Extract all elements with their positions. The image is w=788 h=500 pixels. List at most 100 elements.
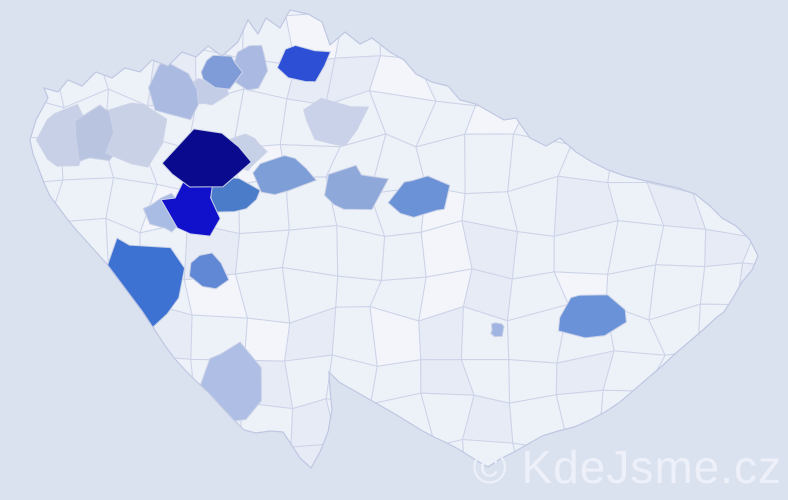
district-cell[interactable] bbox=[0, 482, 17, 500]
district-cell[interactable] bbox=[4, 437, 68, 483]
map-region-r08[interactable] bbox=[231, 44, 269, 91]
map-region-r07[interactable] bbox=[147, 59, 200, 121]
district-cell[interactable] bbox=[414, 17, 475, 67]
district-cell[interactable] bbox=[699, 262, 744, 306]
district-cell[interactable] bbox=[0, 93, 10, 138]
district-cell[interactable] bbox=[9, 477, 52, 500]
district-cell[interactable] bbox=[325, 398, 374, 453]
map-region-r15[interactable] bbox=[387, 175, 451, 218]
district-cell[interactable] bbox=[607, 143, 662, 184]
district-cell[interactable] bbox=[285, 0, 345, 17]
district-cell[interactable] bbox=[742, 0, 788, 23]
map-region-r05[interactable] bbox=[303, 97, 370, 146]
map-region-r17[interactable] bbox=[188, 252, 230, 290]
district-cell[interactable] bbox=[238, 433, 293, 484]
district-cell[interactable] bbox=[46, 0, 104, 21]
map-region-r20[interactable] bbox=[276, 44, 332, 83]
district-cell[interactable] bbox=[195, 0, 245, 5]
district-cell[interactable] bbox=[0, 224, 10, 276]
district-cell[interactable] bbox=[558, 0, 606, 21]
district-cell[interactable] bbox=[511, 13, 561, 60]
district-cell[interactable] bbox=[600, 5, 665, 55]
district-cell[interactable] bbox=[748, 181, 788, 239]
district-cell[interactable] bbox=[741, 221, 788, 270]
district-cell[interactable] bbox=[48, 217, 109, 281]
district-cell[interactable] bbox=[414, 476, 465, 500]
district-cell[interactable] bbox=[552, 91, 615, 146]
district-cell[interactable] bbox=[47, 12, 104, 55]
map-region-r01[interactable] bbox=[35, 103, 88, 167]
district-cell[interactable] bbox=[1, 179, 64, 227]
district-cell[interactable] bbox=[380, 231, 427, 282]
map-region-r21[interactable] bbox=[160, 180, 221, 237]
district-cell[interactable] bbox=[0, 4, 8, 64]
district-cell[interactable] bbox=[697, 303, 738, 366]
district-cell[interactable] bbox=[610, 96, 662, 147]
district-cell[interactable] bbox=[0, 186, 10, 227]
district-cell[interactable] bbox=[740, 135, 788, 185]
district-cell[interactable] bbox=[0, 53, 65, 109]
district-cell[interactable] bbox=[0, 348, 8, 401]
district-cell[interactable] bbox=[736, 51, 788, 105]
district-cell[interactable] bbox=[47, 390, 99, 452]
district-cell[interactable] bbox=[9, 222, 57, 281]
map-region-r14[interactable] bbox=[200, 54, 244, 90]
map-region-r16[interactable] bbox=[557, 294, 627, 339]
district-cell[interactable] bbox=[194, 484, 239, 500]
district-cell[interactable] bbox=[690, 89, 747, 148]
district-cell[interactable] bbox=[376, 0, 428, 19]
district-cell[interactable] bbox=[0, 0, 13, 19]
district-cell[interactable] bbox=[696, 350, 744, 411]
district-cell[interactable] bbox=[8, 0, 66, 21]
district-cell[interactable] bbox=[51, 438, 101, 493]
district-cell[interactable] bbox=[243, 317, 291, 362]
district-cell[interactable] bbox=[4, 390, 68, 440]
district-cell[interactable] bbox=[696, 399, 744, 447]
district-cell[interactable] bbox=[610, 52, 665, 101]
map-region-r13[interactable] bbox=[252, 154, 318, 196]
district-cell[interactable] bbox=[736, 262, 788, 315]
district-cell[interactable] bbox=[552, 52, 620, 98]
district-cell[interactable] bbox=[692, 135, 750, 194]
district-cell[interactable] bbox=[0, 263, 9, 322]
district-cell[interactable] bbox=[230, 478, 292, 500]
district-cell[interactable] bbox=[378, 479, 427, 500]
district-cell[interactable] bbox=[657, 10, 708, 60]
district-cell[interactable] bbox=[600, 0, 659, 17]
district-cell[interactable] bbox=[468, 0, 516, 19]
district-cell[interactable] bbox=[0, 438, 17, 488]
district-cell[interactable] bbox=[473, 48, 527, 110]
map-region-r22[interactable] bbox=[161, 128, 253, 188]
district-cell[interactable] bbox=[692, 0, 745, 23]
district-cell[interactable] bbox=[740, 93, 788, 146]
district-cell[interactable] bbox=[154, 482, 196, 500]
district-cell[interactable] bbox=[291, 478, 330, 500]
district-cell[interactable] bbox=[47, 354, 110, 392]
district-cell[interactable] bbox=[652, 89, 700, 148]
district-cell[interactable] bbox=[735, 304, 788, 366]
district-cell[interactable] bbox=[655, 225, 707, 268]
district-cell[interactable] bbox=[0, 4, 54, 65]
district-cell[interactable] bbox=[3, 346, 56, 398]
district-cell[interactable] bbox=[0, 305, 9, 349]
district-cell[interactable] bbox=[512, 0, 571, 21]
district-cell[interactable] bbox=[0, 56, 8, 100]
district-cell[interactable] bbox=[0, 137, 10, 193]
district-cell[interactable] bbox=[735, 356, 788, 410]
district-cell[interactable] bbox=[736, 15, 788, 57]
district-cell[interactable] bbox=[468, 13, 523, 67]
district-cell[interactable] bbox=[692, 10, 745, 60]
district-cell[interactable] bbox=[97, 354, 158, 403]
map-region-r03[interactable] bbox=[105, 102, 168, 168]
district-cell[interactable] bbox=[93, 0, 152, 15]
district-cell[interactable] bbox=[143, 394, 195, 439]
map-region-r12[interactable] bbox=[323, 164, 390, 211]
district-cell[interactable] bbox=[238, 0, 292, 17]
district-cell[interactable] bbox=[3, 321, 56, 363]
district-cell[interactable] bbox=[413, 438, 466, 488]
district-cell[interactable] bbox=[143, 5, 201, 58]
district-cell[interactable] bbox=[690, 51, 747, 95]
district-cell[interactable] bbox=[554, 5, 621, 60]
district-cell[interactable] bbox=[648, 0, 707, 17]
